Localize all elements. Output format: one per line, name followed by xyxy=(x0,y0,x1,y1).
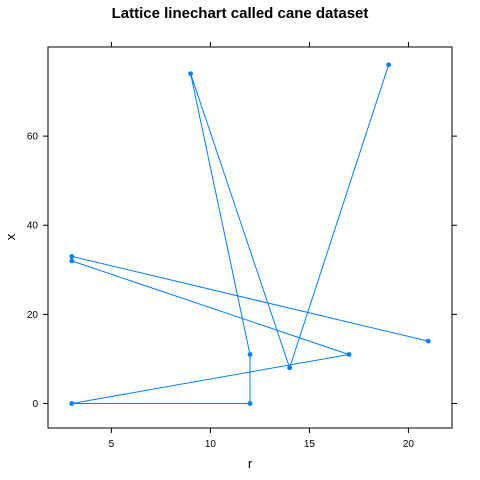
data-point xyxy=(188,71,193,76)
y-tick-label: 40 xyxy=(27,221,39,232)
y-axis-title: x xyxy=(3,233,18,240)
y-tick-label: 60 xyxy=(27,132,39,143)
data-point xyxy=(347,352,352,357)
data-point xyxy=(69,254,74,259)
data-point xyxy=(426,339,431,344)
x-tick-label: 15 xyxy=(304,439,316,450)
data-point xyxy=(69,401,74,406)
data-point xyxy=(248,352,253,357)
series-layer xyxy=(69,62,430,405)
y-tick-label: 0 xyxy=(32,399,38,410)
y-tick-label: 20 xyxy=(27,310,39,321)
axis-ticks: 5 10 15 20 0 20 40 60 xyxy=(27,42,457,450)
data-point xyxy=(386,62,391,67)
chart-title: Lattice linechart called cane dataset xyxy=(112,5,369,22)
data-point xyxy=(248,401,253,406)
x-axis-title: r xyxy=(248,456,253,471)
data-point xyxy=(287,365,292,370)
data-point xyxy=(69,258,74,263)
x-tick-label: 5 xyxy=(109,439,115,450)
x-tick-label: 10 xyxy=(205,439,217,450)
x-tick-label: 20 xyxy=(403,439,415,450)
